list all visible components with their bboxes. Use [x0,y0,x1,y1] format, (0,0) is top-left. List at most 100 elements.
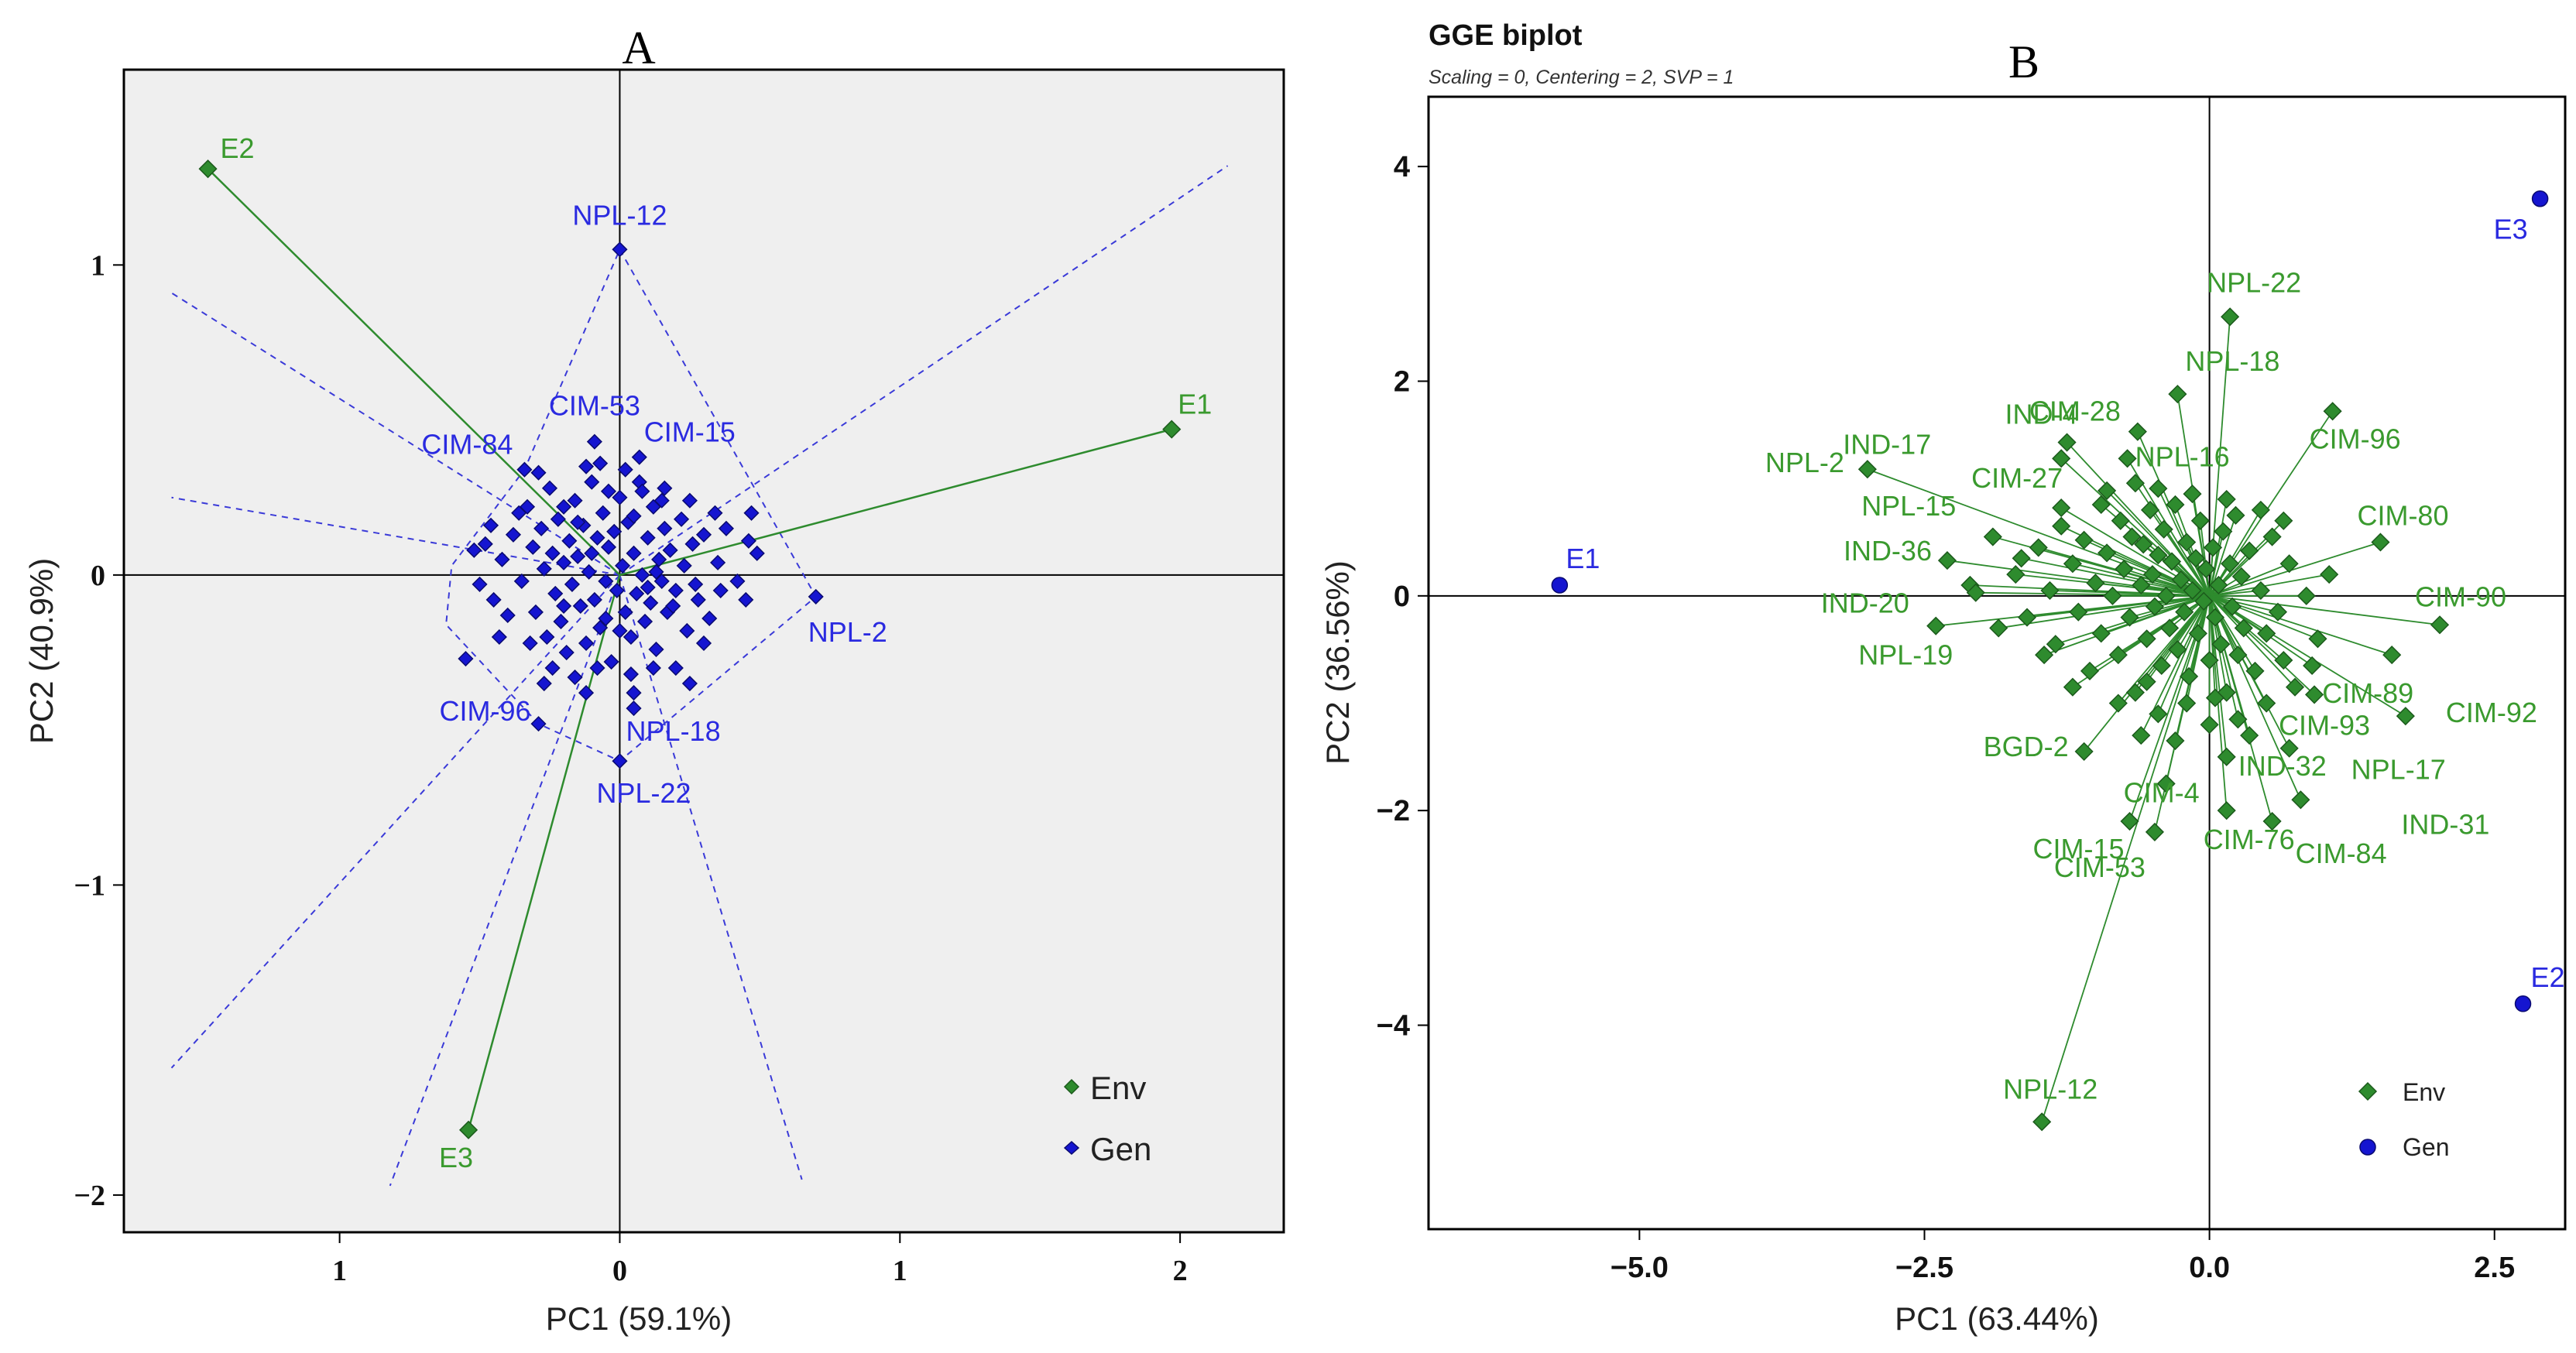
genotype-point-labeled [626,700,642,717]
genotype-point [600,539,617,555]
genotype-point [592,455,609,471]
environment-label: E2 [221,132,255,164]
genotype-point [2245,661,2265,680]
environment-point [458,1120,478,1139]
genotype-point [2108,646,2128,665]
genotype-point-labeled [612,241,628,258]
genotype-point [499,607,516,623]
genotype-point [2190,511,2210,530]
genotype-point [2205,608,2225,627]
genotype-point [2228,710,2248,729]
genotype-label: NPL-22 [2207,266,2301,298]
genotype-point [2221,554,2240,574]
y-tick-label: −4 [1377,1010,1410,1043]
genotype-point-labeled [808,588,824,605]
genotype-point [505,526,522,543]
genotype-point [2183,485,2202,504]
genotype-point [2268,602,2288,622]
genotype-point [2012,549,2031,568]
genotype-point [567,492,583,509]
genotype-point-labeled [2074,742,2094,761]
genotype-point [2257,624,2276,643]
genotype-point [472,576,488,592]
genotype-point [665,598,681,614]
genotype-point [556,554,572,570]
genotype-point [629,585,645,601]
genotype-label: IND-36 [1844,535,1932,567]
genotype-point [612,622,628,639]
genotype-vector [2041,595,2211,1122]
genotype-point [749,545,765,561]
genotype-point [2154,519,2173,539]
genotype-label: CIM-92 [2446,697,2537,728]
genotype-point [466,542,482,558]
genotype-vector [2208,595,2315,696]
genotype-point [743,505,760,521]
genotype-point [606,523,623,539]
genotype-point [626,545,642,561]
genotype-point [681,492,698,509]
genotype-vector [2209,563,2290,597]
genotype-point [2111,511,2130,530]
genotype-vector [2208,595,2302,800]
genotype-point [643,594,659,611]
genotype-point [673,511,690,527]
genotype-point [695,635,712,652]
genotype-point-labeled [2120,811,2139,831]
genotype-point [2160,618,2180,638]
genotype-vector [2209,541,2381,597]
environment-label: E1 [1178,389,1212,420]
genotype-point [653,573,670,589]
genotype-point [681,675,698,692]
genotype-point [2140,500,2160,519]
genotype-point [615,557,631,574]
genotype-label: NPL-16 [2135,440,2230,472]
genotype-point [2134,535,2153,554]
genotype-point [458,650,474,667]
genotype-point-labeled [2052,498,2071,518]
genotype-point [617,604,633,620]
genotype-point [2180,666,2199,686]
environment-label: E3 [2494,214,2528,245]
genotype-point [2156,586,2176,605]
genotype-vector [2060,457,2211,597]
x-tick-label: 0 [612,1255,627,1287]
panel-b-x-axis-title: PC1 (63.44%) [1895,1300,2099,1337]
genotype-point-labeled [2279,738,2299,758]
genotype-point [648,641,664,658]
environment-label: E1 [1566,543,1600,574]
genotype-point [2175,602,2194,622]
genotype-label: CIM-80 [2357,499,2448,531]
genotype-point [570,548,586,564]
genotype-point [2098,543,2117,563]
genotype-point [738,591,754,608]
genotype-point-labeled [2118,449,2137,468]
genotype-point [653,492,670,509]
genotype-point-labeled [2217,801,2236,820]
panel-b-plot-area [1427,95,2567,1231]
genotype-point-labeled [631,449,647,465]
genotype-point [2152,656,2171,676]
genotype-point [648,563,664,580]
genotype-point [550,511,566,527]
environment-label: E2 [2531,961,2565,993]
genotype-point [2052,516,2071,536]
genotype-vector [2208,595,2296,688]
x-tick-label: 2 [1173,1255,1188,1287]
genotype-point [595,505,611,521]
genotype-label: CIM-28 [2029,396,2121,427]
genotype-point [609,582,625,598]
genotype-point [701,610,718,627]
genotype-point [657,520,673,536]
genotype-point [707,505,723,521]
genotype-label: CIM-4 [2124,777,2200,809]
x-tick-label: −2.5 [1895,1252,1953,1284]
genotype-point [645,659,661,676]
genotype-label: NPL-18 [626,715,721,747]
legend-env-label-a: Env [1090,1070,1146,1106]
genotype-point [688,576,704,592]
genotype-label: NPL-12 [572,199,667,231]
genotype-point [626,685,642,701]
